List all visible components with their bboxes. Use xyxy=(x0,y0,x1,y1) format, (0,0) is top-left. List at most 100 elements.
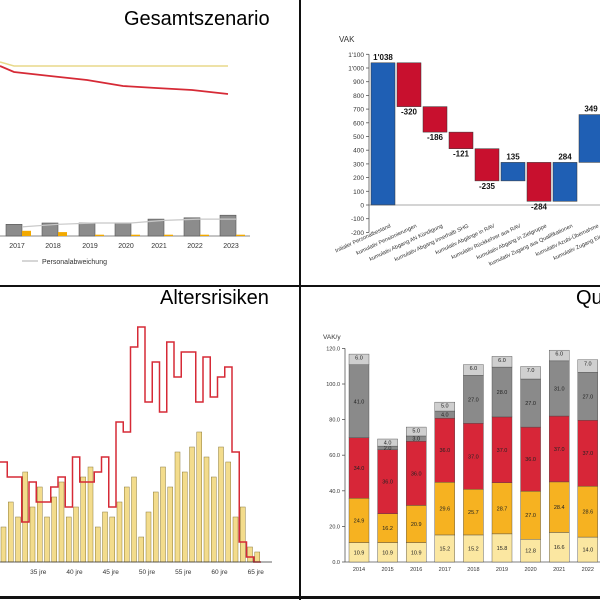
x-tick-label: 2021 xyxy=(151,243,167,250)
x-tick-label: 35 jre xyxy=(30,569,47,576)
age-bar-32 xyxy=(15,516,21,563)
y-tick-label: 600 xyxy=(353,120,364,127)
x-tick-label: 65 jre xyxy=(248,569,265,576)
age-bar-48 xyxy=(131,476,137,563)
data-label: -121 xyxy=(453,150,470,159)
segment-label: 36.0 xyxy=(439,448,450,454)
age-bar-38 xyxy=(58,481,65,563)
segment-label: 5.0 xyxy=(412,429,420,435)
data-label: 1'038 xyxy=(373,53,393,62)
bar-gray-2020 xyxy=(114,222,132,237)
segment-label: 7.0 xyxy=(527,368,535,374)
waterfall-bar xyxy=(396,62,422,107)
waterfall-bar xyxy=(474,148,500,182)
segment-label: 4.0 xyxy=(441,413,449,419)
y-tick-label: 400 xyxy=(353,148,364,155)
age-bar-34 xyxy=(29,506,36,563)
legend-label: Personalabweichung xyxy=(42,259,107,266)
age-bar-31 xyxy=(8,501,14,563)
age-bar-40 jre xyxy=(73,506,79,563)
stacked-segment xyxy=(463,364,484,376)
vak-waterfall-chart: VAK 1'100 1'000 900 800 700 600 500 400 300 200 100… xyxy=(334,35,600,268)
bottom-divider xyxy=(0,596,600,599)
segment-label: 27.0 xyxy=(468,397,479,403)
stacked-segment xyxy=(405,426,427,437)
age-bar-56 xyxy=(189,446,195,563)
segment-label: 36.0 xyxy=(525,457,536,463)
line-series-declining xyxy=(0,65,229,95)
x-tick-label: 2020 xyxy=(118,243,134,250)
line-personalabweichung xyxy=(21,218,236,228)
x-tick-label: 60 jre xyxy=(211,569,228,576)
segment-label: 15.2 xyxy=(468,546,479,552)
y-tick-label: 300 xyxy=(353,161,364,168)
x-tick-label: 2015 xyxy=(381,567,393,573)
y-tick-label: -100 xyxy=(351,216,364,223)
age-bar-50 jre xyxy=(145,511,152,563)
segment-label: 37.0 xyxy=(554,447,565,453)
bar-gray-2018 xyxy=(41,222,59,237)
segment-label: 6.0 xyxy=(498,358,506,364)
bar-orange-2019 xyxy=(95,234,104,236)
segment-label: 34.0 xyxy=(354,466,365,472)
age-bar-54 xyxy=(174,451,181,563)
segment-label: 37.0 xyxy=(468,454,479,460)
data-label: -284 xyxy=(531,202,548,211)
segment-label: 5.0 xyxy=(441,404,449,410)
segment-label: 2.0 xyxy=(384,446,392,452)
bar-gray-2023 xyxy=(219,214,237,237)
segment-label: 15.8 xyxy=(497,546,508,552)
segment-label: 36.0 xyxy=(382,480,393,486)
age-bar-41 xyxy=(80,476,86,563)
age-bar-59 xyxy=(211,476,217,563)
segment-label: 28.4 xyxy=(554,505,565,511)
segment-label: 27.0 xyxy=(525,401,536,407)
x-tick-label: 2016 xyxy=(410,567,422,573)
segment-label: 4.0 xyxy=(384,441,392,447)
segment-label: 37.0 xyxy=(582,451,593,457)
stacked-segment xyxy=(434,401,456,412)
age-bar-46 xyxy=(116,501,123,563)
waterfall-bar xyxy=(448,131,474,149)
x-tick-label: 2020 xyxy=(524,567,536,573)
x-tick-label: 2022 xyxy=(582,567,594,573)
age-bar-30 jre xyxy=(0,526,7,563)
age-bar-45 jre xyxy=(109,516,115,563)
y-tick-label: 100.0 xyxy=(326,382,340,388)
segment-label: 37.0 xyxy=(497,448,508,454)
segment-label: 16.6 xyxy=(554,545,565,551)
age-bar-52 xyxy=(160,466,166,563)
y-tick-label: 80.0 xyxy=(329,418,340,424)
waterfall-bar xyxy=(500,162,526,182)
gesamtszenario-title: Gesamtszenario xyxy=(124,8,270,30)
x-tick-label: 2023 xyxy=(223,243,239,250)
gesamtszenario-chart: 2017 2018 2019 2020 2021 2022 2023 Personalabwe… xyxy=(0,61,250,266)
age-bar-61 xyxy=(225,461,231,563)
segment-label: 6.0 xyxy=(470,366,478,372)
age-bar-43 xyxy=(95,526,101,563)
bar-gray-2022 xyxy=(183,217,201,237)
x-tick-label: 2014 xyxy=(353,567,365,573)
vertical-divider xyxy=(299,0,301,600)
age-bar-63 xyxy=(240,506,246,563)
y-tick-label: 40.0 xyxy=(329,489,340,495)
stacked-segment xyxy=(520,366,541,380)
segment-label: 10.9 xyxy=(411,550,422,556)
age-bar-53 xyxy=(167,486,173,563)
bar-orange-2023 xyxy=(236,234,245,236)
bar-gray-2019 xyxy=(78,222,96,237)
stacked-segment xyxy=(577,359,598,373)
segment-label: 6.0 xyxy=(555,352,563,358)
y-tick-label: 0 xyxy=(360,203,364,210)
x-tick-label: 40 jre xyxy=(66,569,83,576)
data-label: -186 xyxy=(427,133,444,142)
y-tick-label: 0.0 xyxy=(332,560,340,566)
waterfall-bar xyxy=(422,106,448,133)
segment-label: 41.0 xyxy=(354,399,365,405)
age-bar-57 xyxy=(196,431,202,563)
segment-label: 10.9 xyxy=(382,550,393,556)
stacked-segment xyxy=(348,353,370,365)
age-bar-60 jre xyxy=(218,446,224,563)
segment-label: 27.0 xyxy=(525,513,536,519)
segment-label: 3.0 xyxy=(412,437,420,443)
